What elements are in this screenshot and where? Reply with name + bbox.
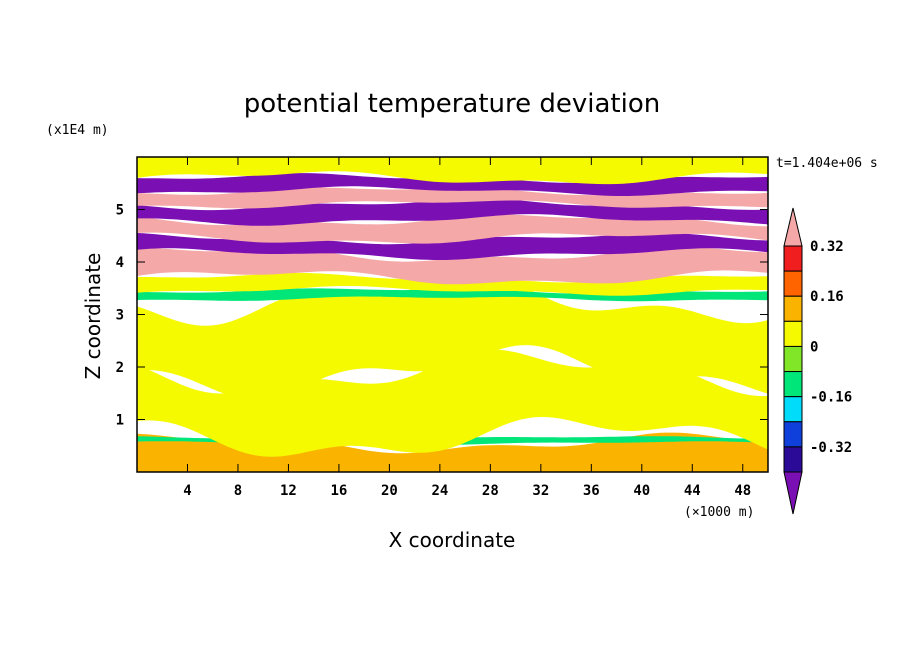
y-tick-label: 3 <box>116 308 124 324</box>
y-tick-label: 2 <box>116 360 124 376</box>
field-band <box>137 214 768 244</box>
y-axis-label: Z coordinate <box>81 253 105 380</box>
colorbar-box <box>783 345 803 373</box>
colorbar-box <box>783 270 803 297</box>
x-tick-label: 36 <box>583 483 600 499</box>
colorbar-tick-label: 0.32 <box>810 239 844 255</box>
x-axis: 4 8 12 16 20 24 28 32 36 40 44 48 <box>183 157 751 499</box>
field-band <box>137 157 768 185</box>
x-tick-label: 32 <box>532 483 549 499</box>
x-tick-label: 8 <box>234 483 242 499</box>
x-tick-label: 4 <box>183 483 191 499</box>
colorbar-tick-label: -0.16 <box>810 390 852 406</box>
x-tick-label: 24 <box>431 483 448 499</box>
colorbar-box <box>783 245 803 272</box>
colorbar-box <box>783 446 803 473</box>
time-label: t=1.404e+06 s <box>776 156 878 171</box>
x-tick-label: 44 <box>684 483 701 499</box>
y-tick-label: 4 <box>116 255 124 271</box>
y-unit-label: (x1E4 m) <box>46 123 109 138</box>
field-band <box>137 246 768 285</box>
colorbar-box <box>783 396 803 423</box>
colorbar-box <box>783 371 803 398</box>
y-tick-label: 1 <box>116 413 124 429</box>
colorbar-tick-label: 0 <box>810 339 818 355</box>
x-tick-label: 12 <box>280 483 297 499</box>
x-tick-label: 40 <box>633 483 650 499</box>
chart-title: potential temperature deviation <box>244 89 660 119</box>
x-tick-label: 48 <box>734 483 751 499</box>
colorbar-tick-label: 0.16 <box>810 289 844 305</box>
field-band <box>137 173 768 196</box>
y-axis: 1 2 3 4 5 <box>116 203 768 429</box>
x-unit-label: (×1000 m) <box>684 505 754 520</box>
x-tick-label: 28 <box>482 483 499 499</box>
colorbar-box <box>783 295 803 322</box>
field-band <box>137 349 768 457</box>
colorbar-box <box>783 320 803 347</box>
field-band <box>137 187 768 209</box>
colorbar-box <box>783 421 803 448</box>
x-tick-label: 16 <box>330 483 347 499</box>
colorbar-top-arrow <box>783 207 803 247</box>
y-tick-label: 5 <box>116 203 124 219</box>
colorbar-tick-label: -0.32 <box>810 440 852 456</box>
plot-area <box>137 157 768 472</box>
field-band <box>137 288 768 302</box>
x-tick-label: 20 <box>381 483 398 499</box>
colorbar-bottom-arrow <box>783 471 803 515</box>
colorbar: 0.32 0.16 0 -0.16 -0.32 <box>783 207 852 515</box>
field-band <box>137 272 768 400</box>
x-axis-label: X coordinate <box>389 528 516 552</box>
